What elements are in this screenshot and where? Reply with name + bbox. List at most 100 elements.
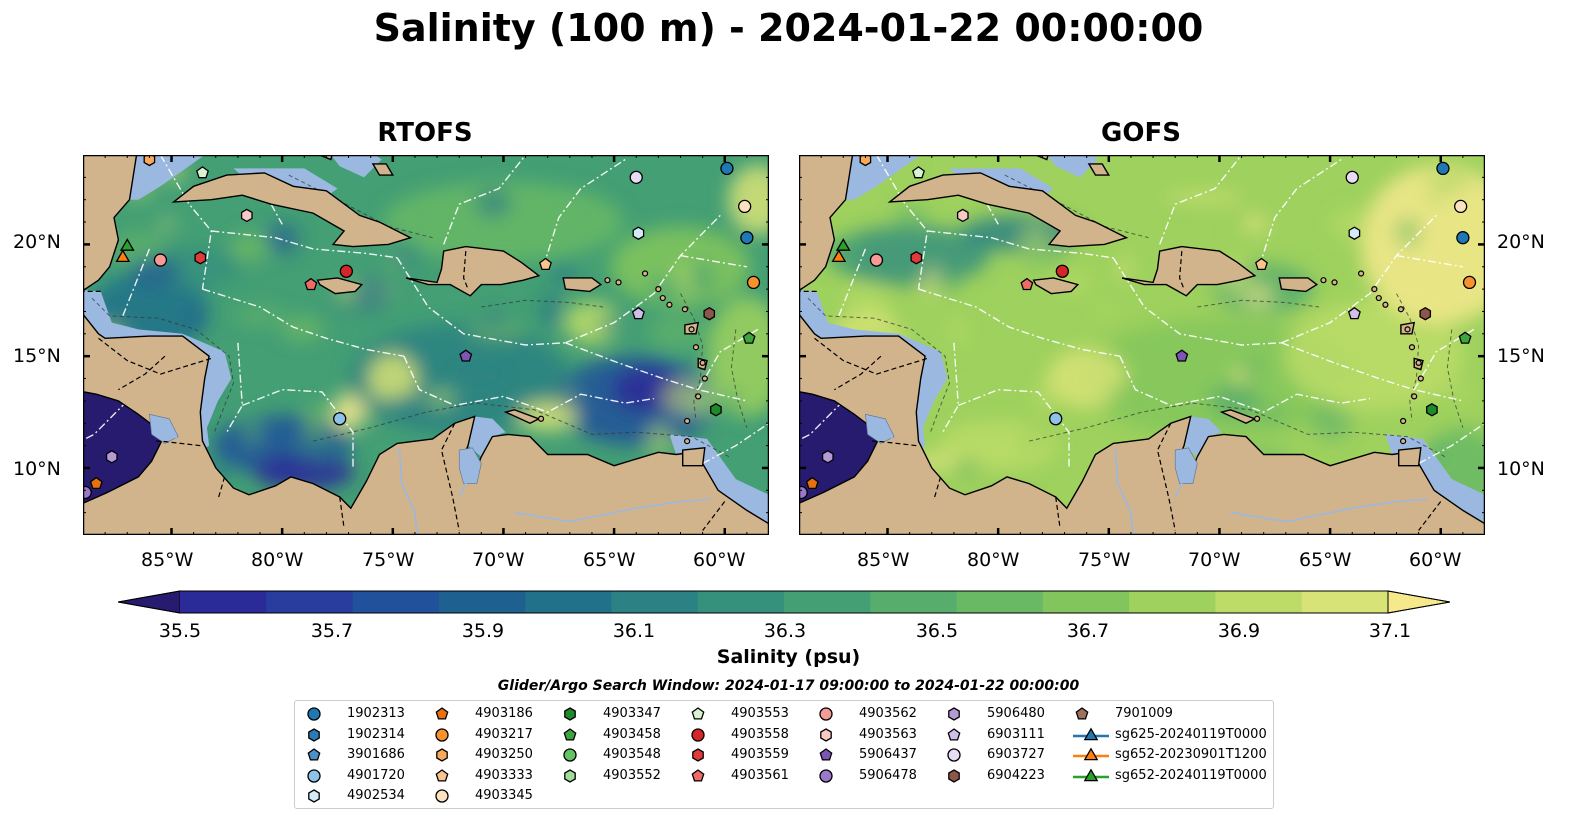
eez-boundary (242, 388, 354, 468)
river (1230, 498, 1428, 523)
marker-1902313 (1456, 231, 1470, 245)
continental-shelf (845, 155, 921, 200)
isobath-contour (288, 174, 433, 239)
legend-marker-icon (308, 789, 320, 803)
legend-label: 4903186 (475, 706, 533, 721)
marker-4903186 (805, 476, 819, 490)
marker-4903345 (1454, 199, 1468, 214)
legend-label: 4903552 (603, 767, 661, 783)
country-border (933, 476, 942, 500)
eez-boundary (1258, 158, 1342, 268)
river (1114, 447, 1134, 535)
land-topLeft (83, 155, 138, 292)
salinity-colorbar (118, 590, 1450, 614)
legend-hexagon-icon (436, 748, 448, 762)
land-bahama2 (371, 163, 395, 176)
island (641, 270, 649, 277)
legend-hexagon-icon (948, 768, 960, 783)
isobath-contour (1197, 299, 1320, 308)
land-trinidad (682, 447, 706, 467)
colorbar-segment (870, 591, 958, 613)
island (537, 415, 545, 422)
continental-shelf (669, 434, 769, 524)
country-border (339, 496, 345, 529)
map-frame (83, 155, 769, 535)
river (1174, 478, 1185, 498)
continental-shelf (129, 155, 205, 200)
lat-tick-label: 15°N (13, 345, 61, 367)
land-hispaniola (405, 245, 541, 297)
search-window-text: Glider/Argo Search Window: 2024-01-17 09… (497, 678, 1080, 694)
pacific-ocean (83, 390, 165, 504)
legend-label: 5906437 (859, 747, 917, 762)
legend-marker-icon (819, 768, 833, 783)
marker-4903559 (910, 251, 923, 265)
legend-pentagon-icon (691, 707, 705, 720)
marker-4903561 (304, 277, 318, 291)
colorbar-tick-label: 37.1 (1368, 620, 1412, 642)
colorbar-tick-label: 36.7 (1066, 620, 1110, 642)
lon-tick-label: 85°W (857, 549, 910, 571)
island (1404, 326, 1411, 333)
legend-marker-icon (947, 727, 961, 741)
eez-boundary (918, 288, 1121, 357)
legend-label: 6903727 (987, 747, 1045, 762)
legend-circle-icon (691, 727, 705, 742)
legend-circle-icon (307, 707, 321, 721)
river (160, 429, 179, 440)
island (684, 438, 691, 445)
lon-tick-label: 65°W (583, 549, 636, 571)
eez-boundary (1418, 422, 1485, 465)
isobath-contour (481, 299, 604, 308)
gofs-salinity-map (799, 155, 1485, 535)
country-border (462, 251, 469, 290)
marker-1902313 (720, 161, 734, 176)
country-border (98, 337, 212, 375)
legend-circle-icon (819, 707, 833, 721)
marker-4903217 (746, 275, 761, 290)
legend-label: 4903345 (475, 788, 533, 803)
eez-boundary (226, 342, 244, 433)
legend-hexagon-icon (308, 727, 320, 742)
lon-tick-label: 75°W (362, 549, 415, 571)
legend-label: 4903559 (731, 747, 789, 762)
marker-4903250 (859, 155, 872, 167)
marker-5906437 (1175, 349, 1189, 362)
marker-4903333 (539, 257, 552, 271)
colorbar-segment (697, 591, 785, 613)
legend-marker-icon (1073, 726, 1109, 740)
lat-tick-label: 10°N (13, 458, 61, 480)
eez-boundary (1396, 254, 1464, 268)
legend-triangle-icon (1083, 747, 1099, 761)
marker-4903563 (240, 208, 253, 223)
marker-4903458 (1458, 331, 1472, 344)
eez-boundary (1119, 355, 1371, 413)
legend-marker-icon (691, 768, 705, 782)
legend-pentagon-icon (1075, 707, 1089, 720)
marker-4903250 (143, 155, 156, 167)
marker-6903727 (629, 170, 643, 185)
colorbar-segment (438, 591, 526, 613)
continental-shelf (330, 155, 382, 178)
legend-label: sg652-20240119T0000 (1115, 767, 1267, 783)
eez-boundary (1159, 155, 1243, 245)
marker-5906480 (105, 450, 118, 464)
legend-marker-icon (435, 789, 449, 803)
continental-shelf (1184, 416, 1222, 457)
marker-4903347 (1426, 403, 1438, 417)
marker-4903186 (89, 476, 103, 490)
island (1400, 417, 1407, 425)
island (699, 359, 706, 366)
marker-4902534 (632, 226, 645, 240)
legend-label: 4903333 (475, 767, 533, 783)
colorbar-segment (1129, 591, 1216, 613)
marker-sg652-20230901T1200 (115, 249, 131, 263)
lat-tick-label: 20°N (1497, 231, 1545, 253)
legend-marker-icon (819, 707, 833, 721)
eez-boundary (838, 248, 867, 317)
continental-shelf (468, 416, 506, 457)
continental-shelf (1385, 434, 1485, 524)
country-border (118, 355, 166, 391)
eez-boundary (697, 328, 759, 391)
legend-label: 3901686 (347, 747, 405, 762)
